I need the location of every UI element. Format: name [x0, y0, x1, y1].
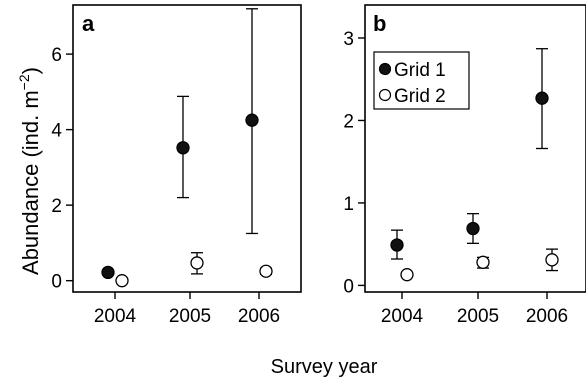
y-tick-label: 3: [343, 29, 354, 50]
y-tick-label: 1: [343, 194, 354, 215]
data-point-grid-1: [466, 221, 480, 236]
panel-b-frame: [364, 4, 586, 293]
y-tick-label: 0: [343, 276, 354, 297]
panel-b-marks: 0 1 2 3 2004 2005 2006: [343, 29, 568, 327]
y-tick-label: 2: [343, 111, 354, 132]
y-axis-title-close: ): [18, 67, 43, 74]
panel-a-frame: [72, 4, 302, 293]
data-point-grid-1: [176, 141, 190, 155]
legend-marker-grid-1: [378, 62, 392, 76]
data-point-grid-1: [535, 91, 549, 105]
data-point-grid-2: [190, 256, 204, 270]
x-tick-label: 2005: [457, 306, 499, 327]
y-tick-label: 0: [51, 272, 62, 293]
x-tick-label: 2004: [94, 306, 137, 327]
y-tick-label: 2: [51, 196, 62, 217]
y-tick-label: 6: [51, 45, 62, 66]
x-axis-title: Survey year: [271, 356, 378, 378]
y-tick-label: 4: [51, 121, 62, 142]
y-axis-title: Abundance (ind. m−2): [16, 67, 43, 275]
panel-a-label: a: [82, 11, 95, 36]
legend-marker-grid-2: [378, 88, 392, 102]
data-point-grid-1: [390, 238, 404, 252]
x-tick-label: 2005: [169, 306, 211, 327]
legend-label-grid-1: Grid 1: [394, 60, 446, 81]
panel-a-marks: 0 2 4 6 2004 2005 2006: [51, 8, 280, 327]
y-axis-title-superscript: −2: [16, 74, 32, 90]
data-point-grid-2: [476, 255, 490, 269]
data-point-grid-2: [115, 274, 129, 288]
legend-label-grid-2: Grid 2: [394, 86, 446, 107]
legend: Grid 1 Grid 2: [373, 51, 470, 110]
y-axis-title-main: Abundance (ind. m: [18, 90, 43, 275]
legend-box: [373, 51, 470, 110]
data-point-grid-2: [259, 264, 273, 278]
data-point-grid-1: [245, 113, 259, 127]
x-tick-label: 2004: [381, 306, 424, 327]
data-point-grid-1: [101, 265, 115, 280]
data-point-grid-2: [545, 253, 559, 267]
panel-b-label: b: [373, 11, 386, 36]
x-tick-label: 2006: [526, 306, 568, 327]
data-point-grid-2: [400, 268, 414, 282]
x-tick-label: 2006: [238, 306, 280, 327]
